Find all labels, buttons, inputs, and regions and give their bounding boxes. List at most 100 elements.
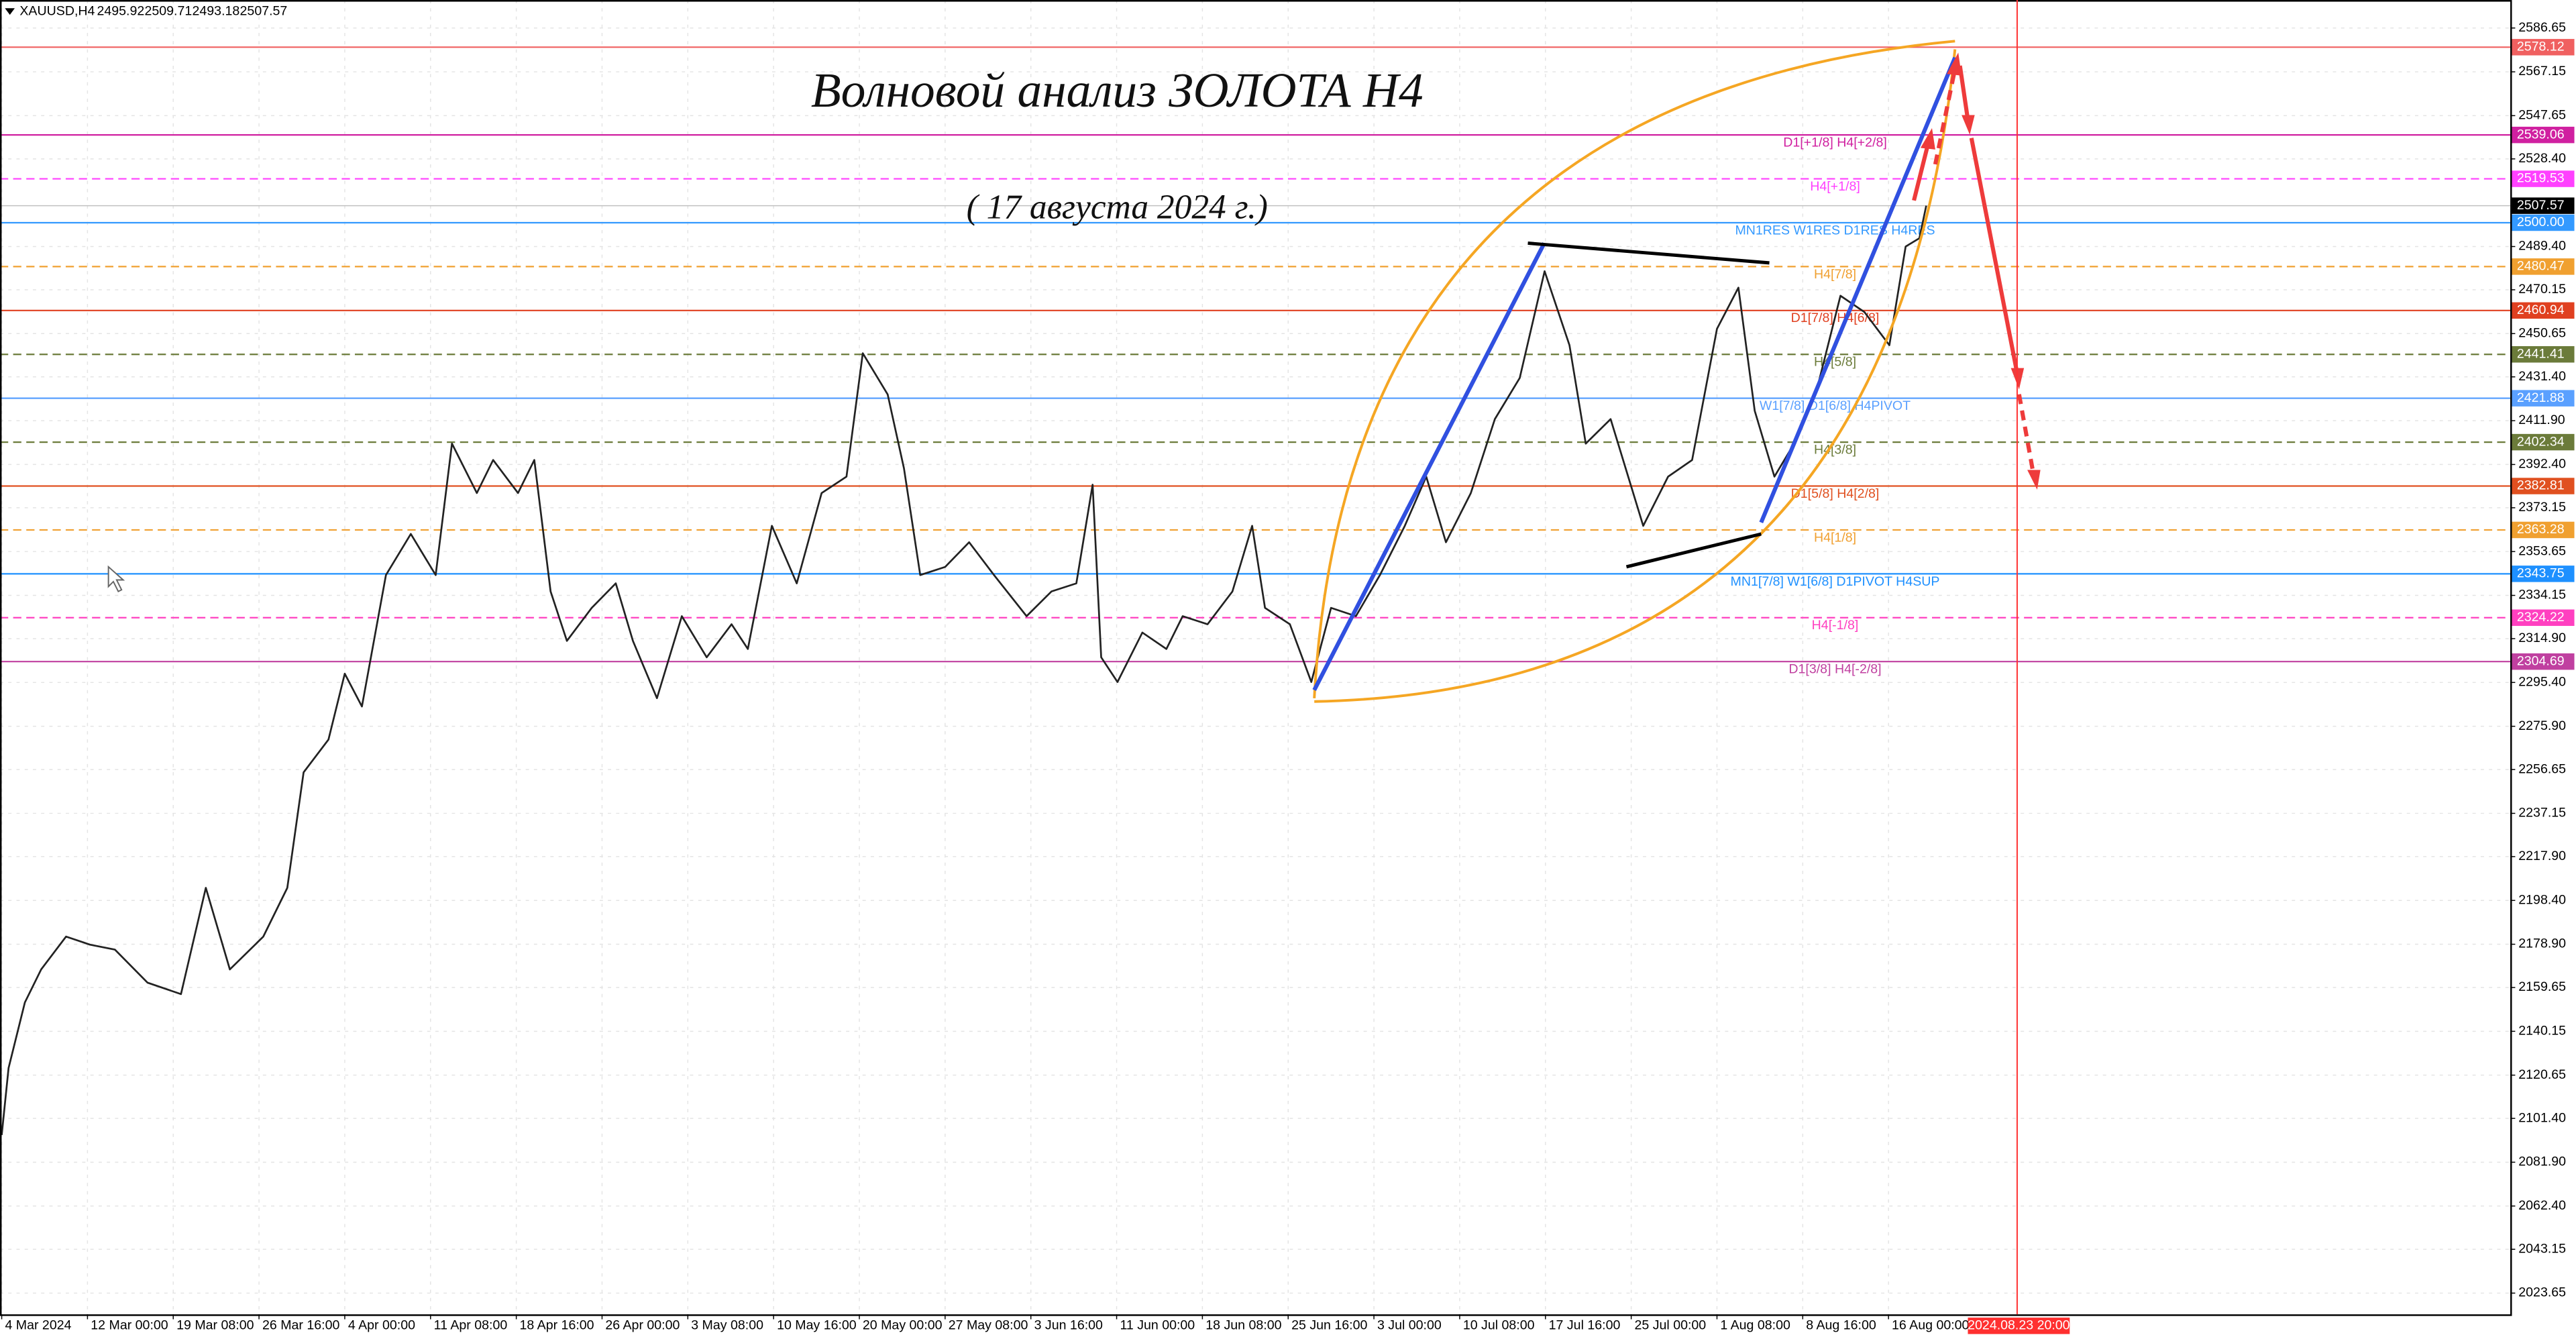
price-tag — [2512, 521, 2575, 539]
y-tick-label: 2586.65 — [2518, 20, 2566, 35]
arc — [1314, 49, 1957, 703]
price-tag — [2512, 390, 2575, 407]
y-tick-label: 2101.40 — [2518, 1110, 2566, 1125]
y-tick-label: 2062.40 — [2518, 1198, 2566, 1213]
x-tick-label: 12 Mar 00:00 — [91, 1318, 168, 1333]
low: 2493.18 — [193, 3, 240, 18]
y-tick-label: 2547.65 — [2518, 108, 2566, 123]
price-tag — [2512, 609, 2575, 627]
y-tick-label: 2489.40 — [2518, 239, 2566, 254]
x-tick-label: 3 May 08:00 — [691, 1318, 763, 1333]
y-tick-label: 2450.65 — [2518, 325, 2566, 340]
x-tick-label: 17 Jul 16:00 — [1549, 1318, 1621, 1333]
y-tick-label: 2431.40 — [2518, 369, 2566, 384]
x-tick-label: 4 Apr 00:00 — [348, 1318, 415, 1333]
time-marker-label: 2024.08.23 20:00 — [1968, 1318, 2070, 1333]
trend-line — [1759, 56, 1957, 523]
x-tick-label: 25 Jun 16:00 — [1291, 1318, 1367, 1333]
trend-line — [1527, 242, 1770, 265]
trend-line — [1312, 242, 1546, 692]
x-tick-label: 20 May 00:00 — [863, 1318, 943, 1333]
plot-frame — [0, 0, 2512, 1316]
level-label: D1[5/8] H4[2/8] — [1791, 486, 1880, 501]
price-tag — [2512, 214, 2575, 231]
menu-arrow[interactable] — [5, 8, 15, 15]
price-tag — [2512, 478, 2575, 494]
x-tick-label: 8 Aug 16:00 — [1806, 1318, 1876, 1333]
symbol: XAUUSD,H4 — [19, 3, 95, 18]
y-tick-label: 2178.90 — [2518, 936, 2566, 951]
y-tick-label: 2373.15 — [2518, 500, 2566, 515]
price-line — [1, 205, 1927, 1136]
arrow — [1957, 65, 1970, 122]
y-tick-label: 2314.90 — [2518, 631, 2566, 645]
arrow-head — [2027, 470, 2041, 490]
y-tick-label: 2353.65 — [2518, 543, 2566, 558]
x-tick-label: 11 Apr 08:00 — [434, 1318, 508, 1333]
x-tick-label: 19 Mar 08:00 — [176, 1318, 254, 1333]
x-tick-label: 11 Jun 00:00 — [1120, 1318, 1195, 1333]
arrow-head — [1947, 52, 1962, 76]
y-tick-label: 2120.65 — [2518, 1067, 2566, 1082]
x-tick-label: 27 May 08:00 — [949, 1318, 1028, 1333]
price-tag — [2512, 170, 2575, 187]
price-tag — [2512, 653, 2575, 670]
price-tag — [2512, 433, 2575, 451]
time-marker-tag — [1968, 1318, 2070, 1334]
price-tag-label: 2441.41 — [2517, 346, 2565, 361]
current-price-tag — [2512, 197, 2575, 214]
close: 2507.57 — [240, 3, 288, 18]
x-tick-label: 1 Aug 08:00 — [1720, 1318, 1790, 1333]
price-tag — [2512, 126, 2575, 144]
level-label: H4[7/8] — [1814, 267, 1856, 282]
chart-title: Волновой анализ ЗОЛОТА H4 — [811, 63, 1424, 117]
price-tag-label: 2421.88 — [2517, 390, 2565, 405]
price-tag-label: 2519.53 — [2517, 171, 2565, 186]
price-tag-label: 2480.47 — [2517, 259, 2565, 274]
level-label: H4[-1/8] — [1812, 618, 1859, 633]
y-tick-label: 2528.40 — [2518, 151, 2566, 166]
arrow-head — [1920, 128, 1935, 150]
level-label: MN1[7/8] W1[6/8] D1PIVOT H4SUP — [1731, 574, 1940, 589]
y-tick-label: 2334.15 — [2518, 588, 2566, 602]
price-tag — [2512, 302, 2575, 319]
y-tick-label: 2198.40 — [2518, 892, 2566, 907]
x-tick-label: 26 Mar 16:00 — [262, 1318, 339, 1333]
level-label: H4[5/8] — [1814, 355, 1856, 370]
y-tick-label: 2411.90 — [2518, 413, 2565, 427]
x-tick-label: 18 Jun 08:00 — [1205, 1318, 1281, 1333]
x-tick-label: 25 Jul 00:00 — [1635, 1318, 1707, 1333]
levels: D1[+1/8] H4[+2/8] H4[+1/8] MN1RES W1RES D1… — [0, 46, 2511, 677]
y-tick-label: 2023.65 — [2518, 1285, 2566, 1300]
level-label: H4[3/8] — [1814, 443, 1856, 458]
price-tag-label: 2402.34 — [2517, 434, 2565, 449]
y-tick-label: 2256.65 — [2518, 761, 2566, 776]
level-label: H4[1/8] — [1814, 530, 1856, 545]
mouse-cursor — [107, 565, 125, 592]
arrow-head — [1962, 115, 1975, 135]
y-tick-label: 2295.40 — [2518, 674, 2566, 689]
price-tag-label: 2304.69 — [2517, 653, 2565, 668]
high: 2509.71 — [145, 3, 193, 18]
level-label: H4[+1/8] — [1810, 179, 1860, 194]
drawings — [107, 40, 2041, 703]
price-tag-label: 2539.06 — [2517, 127, 2565, 142]
price-tag-label: 2343.75 — [2517, 566, 2565, 581]
x-tick-label: 16 Aug 00:00 — [1892, 1318, 1970, 1333]
arrow — [1969, 138, 2020, 375]
x-tick-label: 4 Mar 2024 — [5, 1318, 71, 1333]
level-label: D1[3/8] H4[-2/8] — [1788, 662, 1881, 677]
x-tick-label: 26 Apr 00:00 — [605, 1318, 680, 1333]
price-tag — [2512, 39, 2575, 56]
open: 2495.92 — [97, 3, 144, 18]
x-tick-label: 3 Jun 16:00 — [1034, 1318, 1103, 1333]
price-tag-label: 2324.22 — [2517, 610, 2565, 625]
level-label: W1[7/8] D1[6/8] H4PIVOT — [1760, 398, 1911, 413]
y-tick-label: 2159.65 — [2518, 979, 2566, 994]
y-tick-label: 2567.15 — [2518, 64, 2566, 78]
series — [1, 205, 1927, 1136]
chart-subtitle: ( 17 августа 2024 г.) — [967, 188, 1268, 226]
price-tag-label: 2500.00 — [2517, 215, 2565, 229]
